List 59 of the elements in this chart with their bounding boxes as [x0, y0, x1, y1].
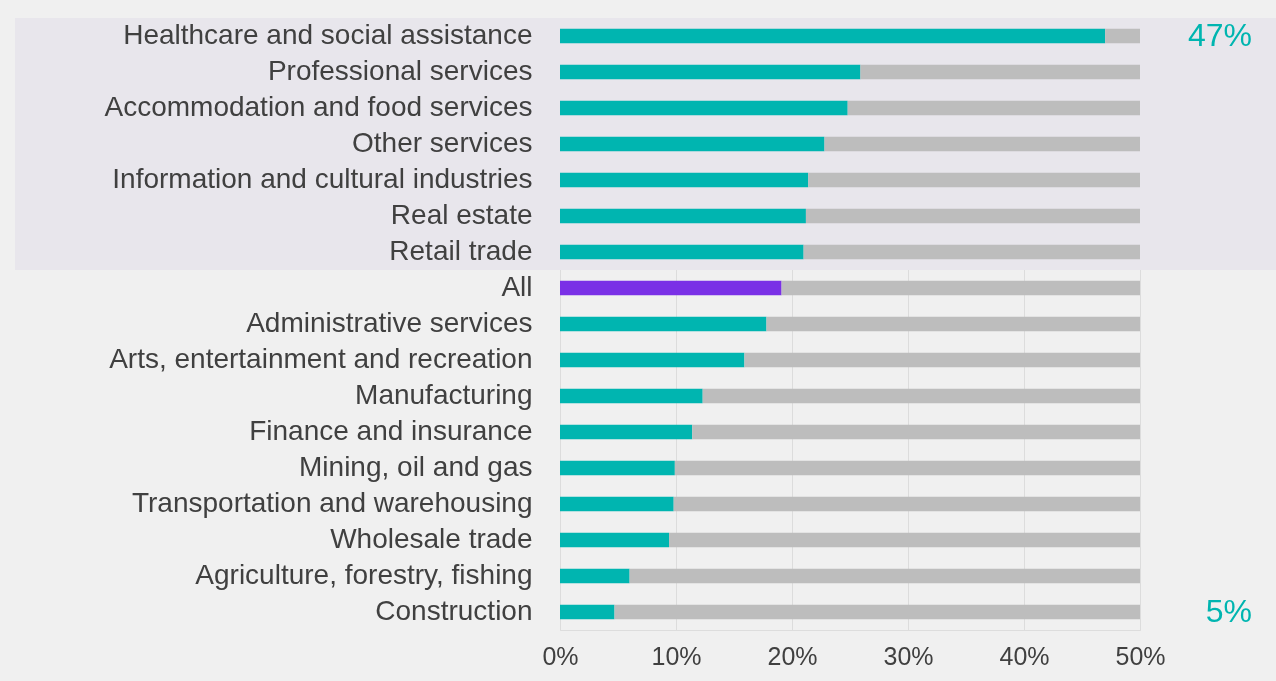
bar	[560, 604, 615, 620]
y-tick-label: Agriculture, forestry, fishing	[195, 559, 533, 590]
bar	[614, 604, 1140, 620]
y-tick-label: Administrative services	[246, 307, 533, 338]
y-tick-label: Other services	[352, 127, 533, 158]
bar	[847, 100, 1140, 116]
bar	[766, 316, 1140, 332]
y-tick-label: Manufacturing	[355, 379, 533, 410]
y-tick-label: Professional services	[267, 55, 533, 86]
bar	[803, 244, 1140, 260]
bar	[560, 100, 848, 116]
bar	[702, 388, 1140, 404]
bar	[560, 424, 693, 440]
bar	[560, 244, 804, 260]
bar	[560, 388, 703, 404]
y-tick-label: Healthcare and social assistance	[123, 19, 533, 50]
bar	[674, 460, 1140, 476]
y-tick-label: Wholesale trade	[330, 523, 533, 554]
y-tick-label: Retail trade	[389, 235, 533, 266]
bar	[692, 424, 1140, 440]
y-tick-label: Construction	[375, 595, 533, 626]
y-tick-label: Arts, entertainment and recreation	[109, 343, 533, 374]
x-tick-label: 40%	[999, 641, 1050, 670]
bar	[781, 280, 1140, 296]
bar	[560, 280, 782, 296]
y-tick-label: Transportation and warehousing	[131, 487, 533, 518]
data-label: 47%	[1187, 17, 1252, 53]
bar	[560, 28, 1106, 44]
bar	[560, 568, 630, 584]
y-tick-label: All	[501, 271, 533, 302]
bar	[808, 172, 1140, 188]
bar	[560, 460, 675, 476]
y-tick-label: Real estate	[390, 199, 533, 230]
y-tick-label: Information and cultural industries	[112, 163, 533, 194]
bar	[560, 316, 767, 332]
bar	[560, 532, 670, 548]
y-tick-label: Accommodation and food services	[104, 91, 533, 122]
bar	[560, 136, 825, 152]
bar	[673, 496, 1140, 512]
bar	[560, 496, 674, 512]
bar	[805, 208, 1140, 224]
bar	[824, 136, 1140, 152]
y-tick-label: Mining, oil and gas	[299, 451, 533, 482]
x-tick-label: 0%	[542, 641, 579, 670]
bar	[560, 172, 809, 188]
bar	[560, 208, 806, 224]
data-label: 5%	[1205, 593, 1252, 629]
bar	[1105, 28, 1140, 44]
bar	[560, 64, 861, 80]
bar	[744, 352, 1140, 368]
bar	[560, 352, 745, 368]
bar	[629, 568, 1140, 584]
bar	[860, 64, 1140, 80]
y-tick-label: Finance and insurance	[249, 415, 533, 446]
x-tick-label: 50%	[1115, 641, 1166, 670]
x-tick-label: 20%	[767, 641, 818, 670]
x-tick-label: 30%	[883, 641, 934, 670]
x-tick-label: 10%	[651, 641, 702, 670]
bar	[669, 532, 1140, 548]
